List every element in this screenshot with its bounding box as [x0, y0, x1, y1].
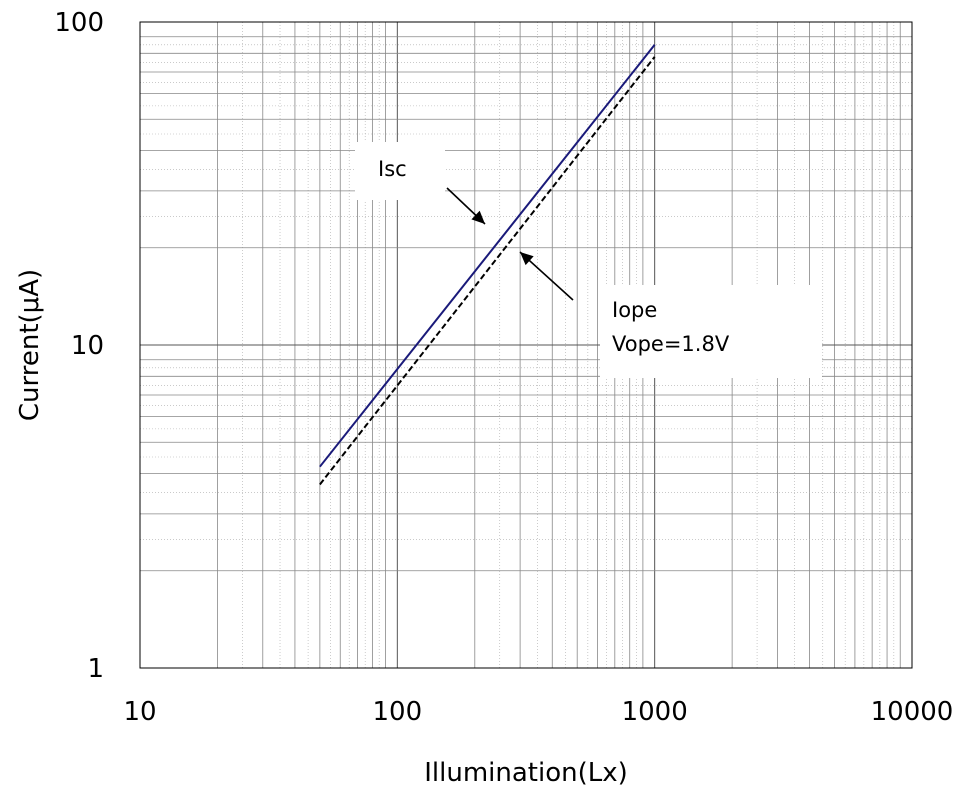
- y-tick-label: 100: [54, 8, 104, 38]
- y-tick-label: 1: [87, 654, 104, 684]
- annotation-vope: Vope=1.8V: [612, 332, 730, 356]
- x-tick-label: 10000: [871, 697, 954, 727]
- y-axis-label: Current(μA): [15, 269, 45, 421]
- series-line-1: [319, 56, 656, 486]
- x-axis-label: Illumination(Lx): [424, 758, 628, 787]
- y-tick-label: 10: [71, 331, 104, 361]
- plot-frame: [139, 21, 913, 669]
- annotation-box-iope: [600, 285, 822, 378]
- x-tick-label: 10: [123, 697, 156, 727]
- series-group: [319, 44, 656, 486]
- annotations-group: Isc Iope Vope=1.8V: [355, 142, 822, 378]
- tick-labels: 10 100 1000 10000 1 10 100: [54, 8, 953, 727]
- x-tick-label: 1000: [622, 697, 688, 727]
- annotation-isc: Isc: [378, 157, 407, 181]
- annotation-arrow-iope-head: [520, 252, 534, 266]
- annotation-box-isc: [355, 142, 445, 200]
- series-line-0: [319, 44, 656, 468]
- annotation-arrow-isc-head: [471, 210, 485, 224]
- x-tick-label: 100: [373, 697, 423, 727]
- annotation-iope: Iope: [612, 298, 657, 322]
